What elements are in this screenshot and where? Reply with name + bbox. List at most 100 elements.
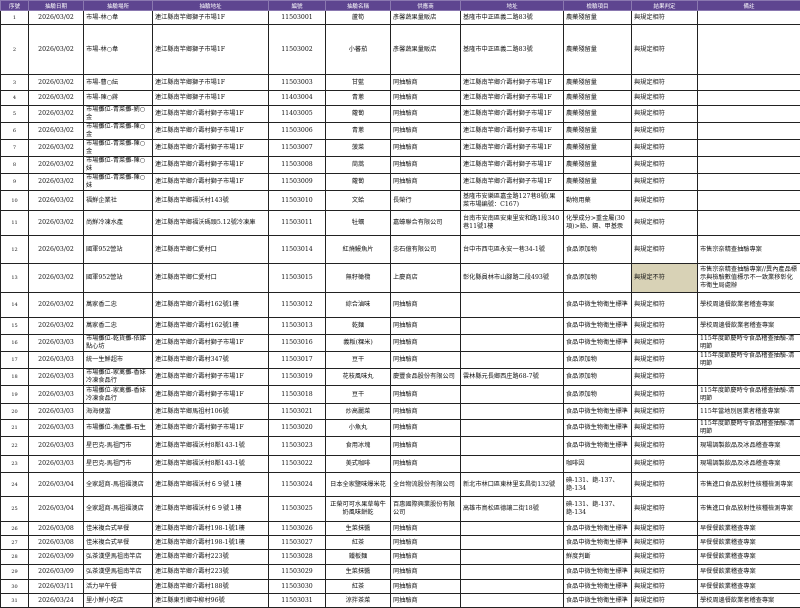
cell-test-item: 碘-131、銫-137、銫-134 (564, 473, 632, 497)
cell-result: 與規定相符 (632, 318, 698, 335)
cell-product: 豆干 (326, 386, 391, 404)
cell-venue: 全家超商-馬祖福澳店 (84, 497, 153, 522)
cell-supplier-address (461, 420, 564, 437)
cell-venue-address: 連江縣南竿鄉介壽村198-1號1樓 (153, 536, 269, 550)
cell-supplier: 慶豐食品股份有限公司 (391, 369, 461, 386)
cell-seq: 23 (1, 456, 29, 473)
cell-product: 美式咖啡 (326, 456, 391, 473)
cell-seq: 29 (1, 565, 29, 580)
cell-result: 與規定相符 (632, 191, 698, 211)
cell-code: 11503007 (269, 140, 326, 157)
cell-test-item: 食品中微生物衛生標準 (564, 293, 632, 318)
cell-supplier-address: 高雄市鳥松區德讓二街18號 (461, 497, 564, 522)
cell-remark (698, 369, 800, 386)
cell-supplier-address (461, 536, 564, 550)
cell-result: 與規定相符 (632, 369, 698, 386)
cell-code: 11503024 (269, 473, 326, 497)
cell-code: 11503021 (269, 404, 326, 420)
cell-product: 紅茶 (326, 580, 391, 594)
cell-venue: 弘茶漢堡馬祖南竿店 (84, 550, 153, 565)
header-venue-address: 抽驗地址 (153, 1, 269, 11)
cell-supplier-address: 台南市安南區安東里安和路1段340巷11號1樓 (461, 211, 564, 236)
cell-remark (698, 25, 800, 75)
cell-product: 無籽橄欖 (326, 264, 391, 293)
cell-result: 與規定不符 (632, 264, 698, 293)
cell-supplier-address: 連江縣南竿鄉介壽村獅子市場1F (461, 157, 564, 174)
cell-seq: 25 (1, 497, 29, 522)
cell-seq: 4 (1, 91, 29, 106)
cell-venue: 佳米複合式早餐 (84, 536, 153, 550)
cell-test-item: 食品添加物 (564, 236, 632, 264)
cell-remark: 早餐餐飲業稽查專案 (698, 550, 800, 565)
cell-code: 11503015 (269, 264, 326, 293)
cell-venue: 萬家香二忠 (84, 293, 153, 318)
cell-supplier-address (461, 580, 564, 594)
cell-test-item: 化學成分>重金屬(30項)>鉛、鎘、甲基汞 (564, 211, 632, 236)
cell-venue: 星巴克-馬祖門市 (84, 456, 153, 473)
header-row: 序號抽驗日期抽驗場所抽驗地址編號抽驗名稱供應商地址檢驗項目結果判定備註 (1, 1, 800, 11)
cell-supplier: 同抽驗商 (391, 437, 461, 456)
cell-remark (698, 140, 800, 157)
cell-date: 2026/03/03 (29, 352, 84, 369)
cell-venue: 全家超商-馬祖福澳店 (84, 473, 153, 497)
cell-test-item: 食品添加物 (564, 352, 632, 369)
cell-venue: 市場攤位-青菜攤-陳○妹 (84, 174, 153, 191)
cell-remark: 市售宗奈精查抽驗專案//異內產品標示與檢驗數值標示不一致業移彰化市衛生局處辦 (698, 264, 800, 293)
cell-venue-address: 連江縣南竿鄉介壽村獅子市場1F (153, 335, 269, 352)
header-code: 編號 (269, 1, 326, 11)
cell-code: 11503001 (269, 11, 326, 25)
cell-venue-address: 連江縣南竿鄉介壽村獅子市場1F (153, 420, 269, 437)
cell-supplier: 同抽驗商 (391, 565, 461, 580)
cell-remark (698, 211, 800, 236)
cell-result: 與規定相符 (632, 25, 698, 75)
cell-venue: 福鮮企業社 (84, 191, 153, 211)
cell-product: 紅燒鰻魚片 (326, 236, 391, 264)
cell-result: 與規定相符 (632, 211, 698, 236)
cell-code: 11503027 (269, 536, 326, 550)
cell-supplier-address: 連江縣南竿鄉介壽村獅子市場1F (461, 75, 564, 91)
cell-date: 2026/03/08 (29, 536, 84, 550)
cell-supplier-address (461, 386, 564, 404)
cell-remark: 現場調製飲品及冰品稽查專案 (698, 437, 800, 456)
cell-venue-address: 連江縣南竿鄉仁愛村口 (153, 264, 269, 293)
cell-code: 11503018 (269, 386, 326, 404)
cell-venue-address: 連江縣南竿鄉介壽村162號1樓 (153, 318, 269, 335)
cell-remark (698, 191, 800, 211)
cell-seq: 5 (1, 106, 29, 123)
cell-product: 菠菜 (326, 140, 391, 157)
cell-code: 11503029 (269, 565, 326, 580)
cell-test-item: 動物用藥 (564, 191, 632, 211)
cell-venue: 市場攤位-青菜攤-陳○金 (84, 140, 153, 157)
cell-date: 2026/03/04 (29, 497, 84, 522)
cell-seq: 7 (1, 140, 29, 157)
cell-remark (698, 174, 800, 191)
cell-product: 青蔥 (326, 123, 391, 140)
cell-remark: 115年度節慶時令食品稽查抽驗-清明節 (698, 335, 800, 352)
cell-product: 涼拌茶菜 (326, 594, 391, 608)
cell-venue-address: 連江縣南竿鄉介壽村獅子市場1F (153, 106, 269, 123)
cell-result: 與規定相符 (632, 536, 698, 550)
cell-remark: 115年當地別居業者稽查專案 (698, 404, 800, 420)
header-supplier-address: 地址 (461, 1, 564, 11)
cell-remark (698, 11, 800, 25)
cell-supplier: 同抽驗商 (391, 123, 461, 140)
cell-test-item: 農藥殘留量 (564, 140, 632, 157)
cell-seq: 17 (1, 352, 29, 369)
cell-date: 2026/03/08 (29, 522, 84, 536)
cell-seq: 9 (1, 174, 29, 191)
cell-code: 11503013 (269, 318, 326, 335)
cell-supplier: 同抽驗商 (391, 594, 461, 608)
cell-code: 11503025 (269, 497, 326, 522)
cell-supplier-address (461, 522, 564, 536)
cell-seq: 15 (1, 318, 29, 335)
cell-result: 與規定相符 (632, 522, 698, 536)
cell-test-item: 鮮度判斷 (564, 550, 632, 565)
